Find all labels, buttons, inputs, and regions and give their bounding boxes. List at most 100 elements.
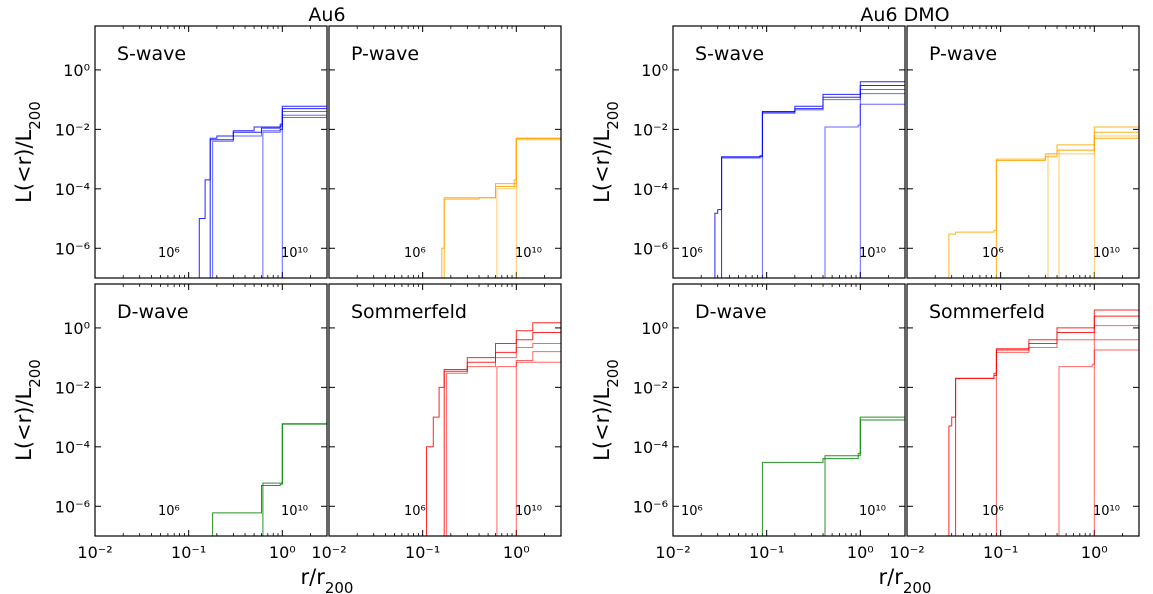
series-line-2 xyxy=(441,330,561,536)
panel-au6-p-wave: P-wave 10⁶ 10¹⁰ xyxy=(328,25,562,279)
mass-label-low: 10⁶ xyxy=(982,504,1004,519)
mass-label-high: 10¹⁰ xyxy=(281,504,308,519)
panel-frame xyxy=(672,283,906,537)
y-tick-label: 10⁻⁴ xyxy=(55,438,90,457)
y-tick-label: 10⁻⁶ xyxy=(55,497,90,516)
panel-au6-dmo-d-wave: 10⁻² 10⁻¹ 10⁰ 10⁰ 10⁻² 10⁻⁴ 10⁻⁶ D-wave 10⁶ 10¹⁰ xyxy=(633,283,906,562)
series-line-4 xyxy=(495,350,561,536)
panel-frame xyxy=(94,25,328,279)
x-tick-label: 10⁻² xyxy=(77,543,112,562)
x-tick-label: 10⁻¹ xyxy=(405,543,440,562)
mass-label-low: 10⁶ xyxy=(404,246,426,261)
series-line-5 xyxy=(280,116,327,278)
x-tick-label: 10⁰ xyxy=(503,543,530,562)
x-axis-label: r/r200 xyxy=(879,565,932,594)
series-line-4 xyxy=(514,139,561,278)
y-tick-label: 10⁰ xyxy=(641,61,668,80)
y-tick-label: 10⁻⁶ xyxy=(633,497,668,516)
mass-label-high: 10¹⁰ xyxy=(515,504,542,519)
panel-label: Sommerfeld xyxy=(351,301,467,323)
panel-frame xyxy=(906,25,1140,279)
y-tick-label: 10⁻² xyxy=(633,120,668,139)
panel-frame xyxy=(906,283,1140,537)
y-tick-label: 10⁻⁴ xyxy=(55,180,90,199)
y-axis-label: L(<r)/L200 xyxy=(12,359,44,461)
series-group xyxy=(422,321,561,536)
mass-label-low: 10⁶ xyxy=(404,504,426,519)
mass-label-high: 10¹⁰ xyxy=(1093,504,1120,519)
series-line-4 xyxy=(261,113,327,278)
series-group xyxy=(760,415,905,536)
panel-frame xyxy=(328,25,562,279)
mass-label-low: 10⁶ xyxy=(681,504,703,519)
series-group xyxy=(944,304,1139,536)
panel-au6-sommerfeld: 10⁻² 10⁻¹ 10⁰ Sommerfeld 10⁶ 10¹⁰ xyxy=(311,283,562,562)
series-line-1 xyxy=(210,423,327,536)
x-tick-label: 10⁻² xyxy=(311,543,346,562)
mass-label-high: 10¹⁰ xyxy=(1093,246,1120,261)
series-line-2 xyxy=(207,107,327,278)
series-line-5 xyxy=(1092,348,1139,536)
series-line-5 xyxy=(1092,136,1139,278)
series-line-3 xyxy=(444,341,561,536)
panel-label: Sommerfeld xyxy=(929,301,1045,323)
y-tick-label: 10⁻⁶ xyxy=(633,239,668,258)
y-tick-label: 10⁻² xyxy=(55,120,90,139)
panel-au6-s-wave: 10⁰ 10⁻² 10⁻⁴ 10⁻⁶ S-wave 10⁶ 10¹⁰ xyxy=(55,25,328,279)
panel-label: S-wave xyxy=(695,43,764,65)
mass-label-low: 10⁶ xyxy=(982,246,1004,261)
mass-label-low: 10⁶ xyxy=(158,504,180,519)
panel-label: S-wave xyxy=(117,43,186,65)
panel-frame xyxy=(328,283,562,537)
series-group xyxy=(710,76,905,278)
x-tick-label: 10⁰ xyxy=(1081,543,1108,562)
panel-au6-dmo-p-wave: P-wave 10⁶ 10¹⁰ xyxy=(906,25,1140,279)
series-group xyxy=(436,137,561,278)
mass-label-low: 10⁶ xyxy=(681,246,703,261)
y-tick-label: 10⁰ xyxy=(63,319,90,338)
panel-label: P-wave xyxy=(351,43,419,65)
y-tick-label: 10⁻² xyxy=(55,378,90,397)
x-tick-label: 10⁻¹ xyxy=(749,543,784,562)
y-tick-label: 10⁻⁶ xyxy=(55,239,90,258)
series-group xyxy=(188,104,327,278)
mass-label-high: 10¹⁰ xyxy=(281,246,308,261)
x-tick-label: 10⁻² xyxy=(889,543,924,562)
series-group xyxy=(210,423,327,536)
series-line-2 xyxy=(994,129,1139,278)
series-line-2 xyxy=(823,418,905,536)
y-axis-label: L(<r)/L200 xyxy=(590,101,622,203)
y-axis-label: L(<r)/L200 xyxy=(590,359,622,461)
series-line-4 xyxy=(1057,336,1139,536)
group-title-au6-dmo: Au6 DMO xyxy=(860,4,949,26)
series-line-3 xyxy=(760,85,905,278)
y-tick-label: 10⁻⁴ xyxy=(633,438,668,457)
series-line-1 xyxy=(436,137,561,278)
series-line-3 xyxy=(210,109,327,278)
panel-label: D-wave xyxy=(695,301,767,323)
y-tick-label: 10⁰ xyxy=(63,61,90,80)
series-line-2 xyxy=(441,137,561,278)
x-axis-label: r/r200 xyxy=(301,565,354,594)
y-tick-label: 10⁰ xyxy=(641,319,668,338)
mass-label-high: 10¹⁰ xyxy=(859,504,886,519)
series-line-2 xyxy=(954,311,1139,536)
mass-label-high: 10¹⁰ xyxy=(859,246,886,261)
y-tick-label: 10⁻⁴ xyxy=(633,180,668,199)
series-line-4 xyxy=(823,92,905,278)
y-tick-label: 10⁻² xyxy=(633,378,668,397)
x-tick-label: 10⁻¹ xyxy=(171,543,206,562)
x-tick-label: 10⁰ xyxy=(269,543,296,562)
panel-frame xyxy=(94,283,328,537)
series-group xyxy=(944,124,1139,278)
series-line-3 xyxy=(994,320,1139,536)
panels-layer: 10⁰ 10⁻² 10⁻⁴ 10⁻⁶ S-wave 10⁶ 10¹⁰ P-wave 10⁶ 10¹… xyxy=(12,25,1140,594)
series-line-5 xyxy=(514,359,561,536)
y-axis-label: L(<r)/L200 xyxy=(12,101,44,203)
series-line-2 xyxy=(261,423,327,536)
panel-au6-dmo-sommerfeld: 10⁻² 10⁻¹ 10⁰ Sommerfeld 10⁶ 10¹⁰ xyxy=(889,283,1140,562)
x-tick-label: 10⁻² xyxy=(655,543,690,562)
series-line-1 xyxy=(760,415,905,536)
x-tick-label: 10⁰ xyxy=(847,543,874,562)
